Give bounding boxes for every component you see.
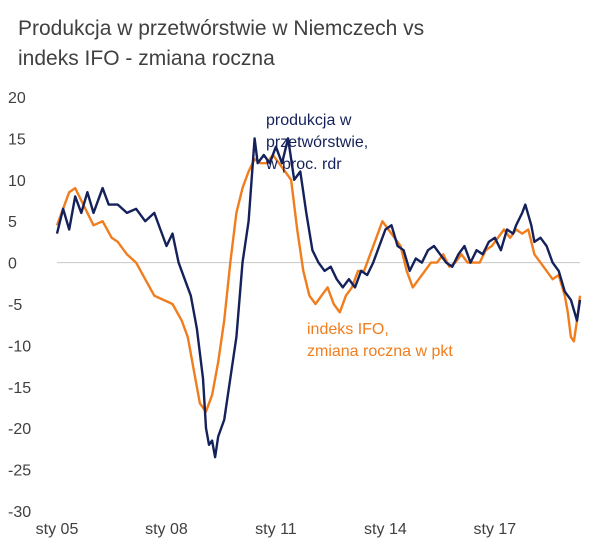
chart-title-line-1: Produkcja w przetwórstwie w Niemczech vs	[18, 17, 425, 40]
series-label-production: w proc. rdr	[265, 156, 342, 173]
y-tick-label: -30	[8, 504, 31, 521]
x-tick-label: sty 14	[364, 521, 407, 538]
x-tick-label: sty 17	[474, 521, 517, 538]
y-axis-tick-labels: 20 15 10 5 0 -5 -10 -15 -20 -25 -30	[8, 90, 31, 521]
y-tick-label: -20	[8, 421, 31, 438]
chart-title-line-2: indeks IFO - zmiana roczna	[18, 47, 275, 70]
y-tick-label: -5	[8, 297, 22, 314]
y-tick-label: -25	[8, 463, 31, 480]
series-label-ifo: indeks IFO,	[307, 321, 389, 338]
y-tick-label: 5	[8, 214, 17, 231]
series-label-production: produkcja w	[266, 112, 352, 129]
x-tick-label: sty 08	[145, 521, 188, 538]
y-tick-label: 20	[8, 90, 26, 107]
series-lines	[55, 137, 582, 459]
x-tick-label: sty 05	[36, 521, 79, 538]
chart-title: Produkcja w przetwórstwie w Niemczech vs…	[18, 14, 578, 74]
series-annotations: produkcja w przetwórstwie, w proc. rdr inde…	[265, 112, 453, 360]
y-tick-label: -10	[8, 338, 31, 355]
series-line-ifo	[55, 153, 582, 413]
series-label-production: przetwórstwie,	[266, 134, 368, 151]
series-label-ifo: zmiana roczna w pkt	[307, 343, 453, 360]
y-tick-label: 15	[8, 131, 26, 148]
x-axis-tick-labels: sty 05 sty 08 sty 11 sty 14 sty 17	[36, 521, 517, 538]
x-tick-label: sty 11	[255, 521, 297, 538]
series-line-production	[55, 137, 582, 459]
y-tick-label: 10	[8, 173, 26, 190]
y-tick-label: -15	[8, 380, 31, 397]
y-tick-label: 0	[8, 256, 17, 273]
